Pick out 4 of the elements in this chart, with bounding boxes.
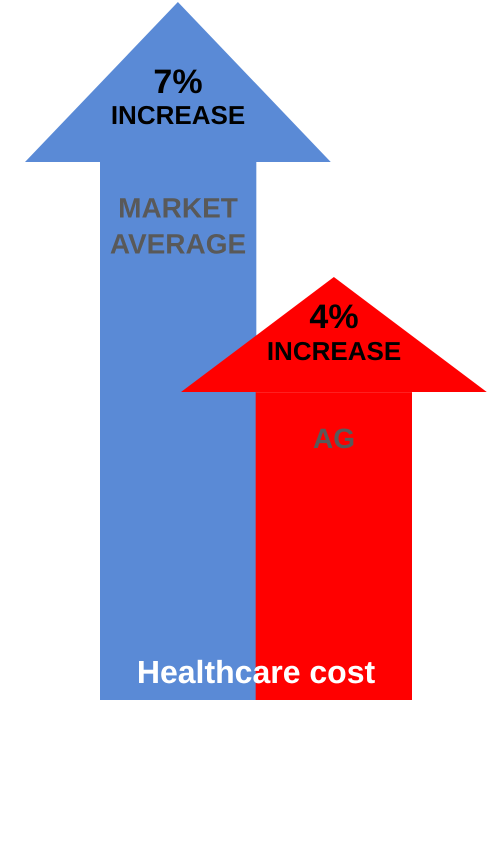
x-tick-label: AG	[313, 423, 355, 454]
data-label: 7% INCREASE	[110, 62, 246, 130]
data-label: 4% INCREASE	[266, 298, 402, 366]
x-tick-label: MARKET AVERAGE	[110, 192, 246, 260]
